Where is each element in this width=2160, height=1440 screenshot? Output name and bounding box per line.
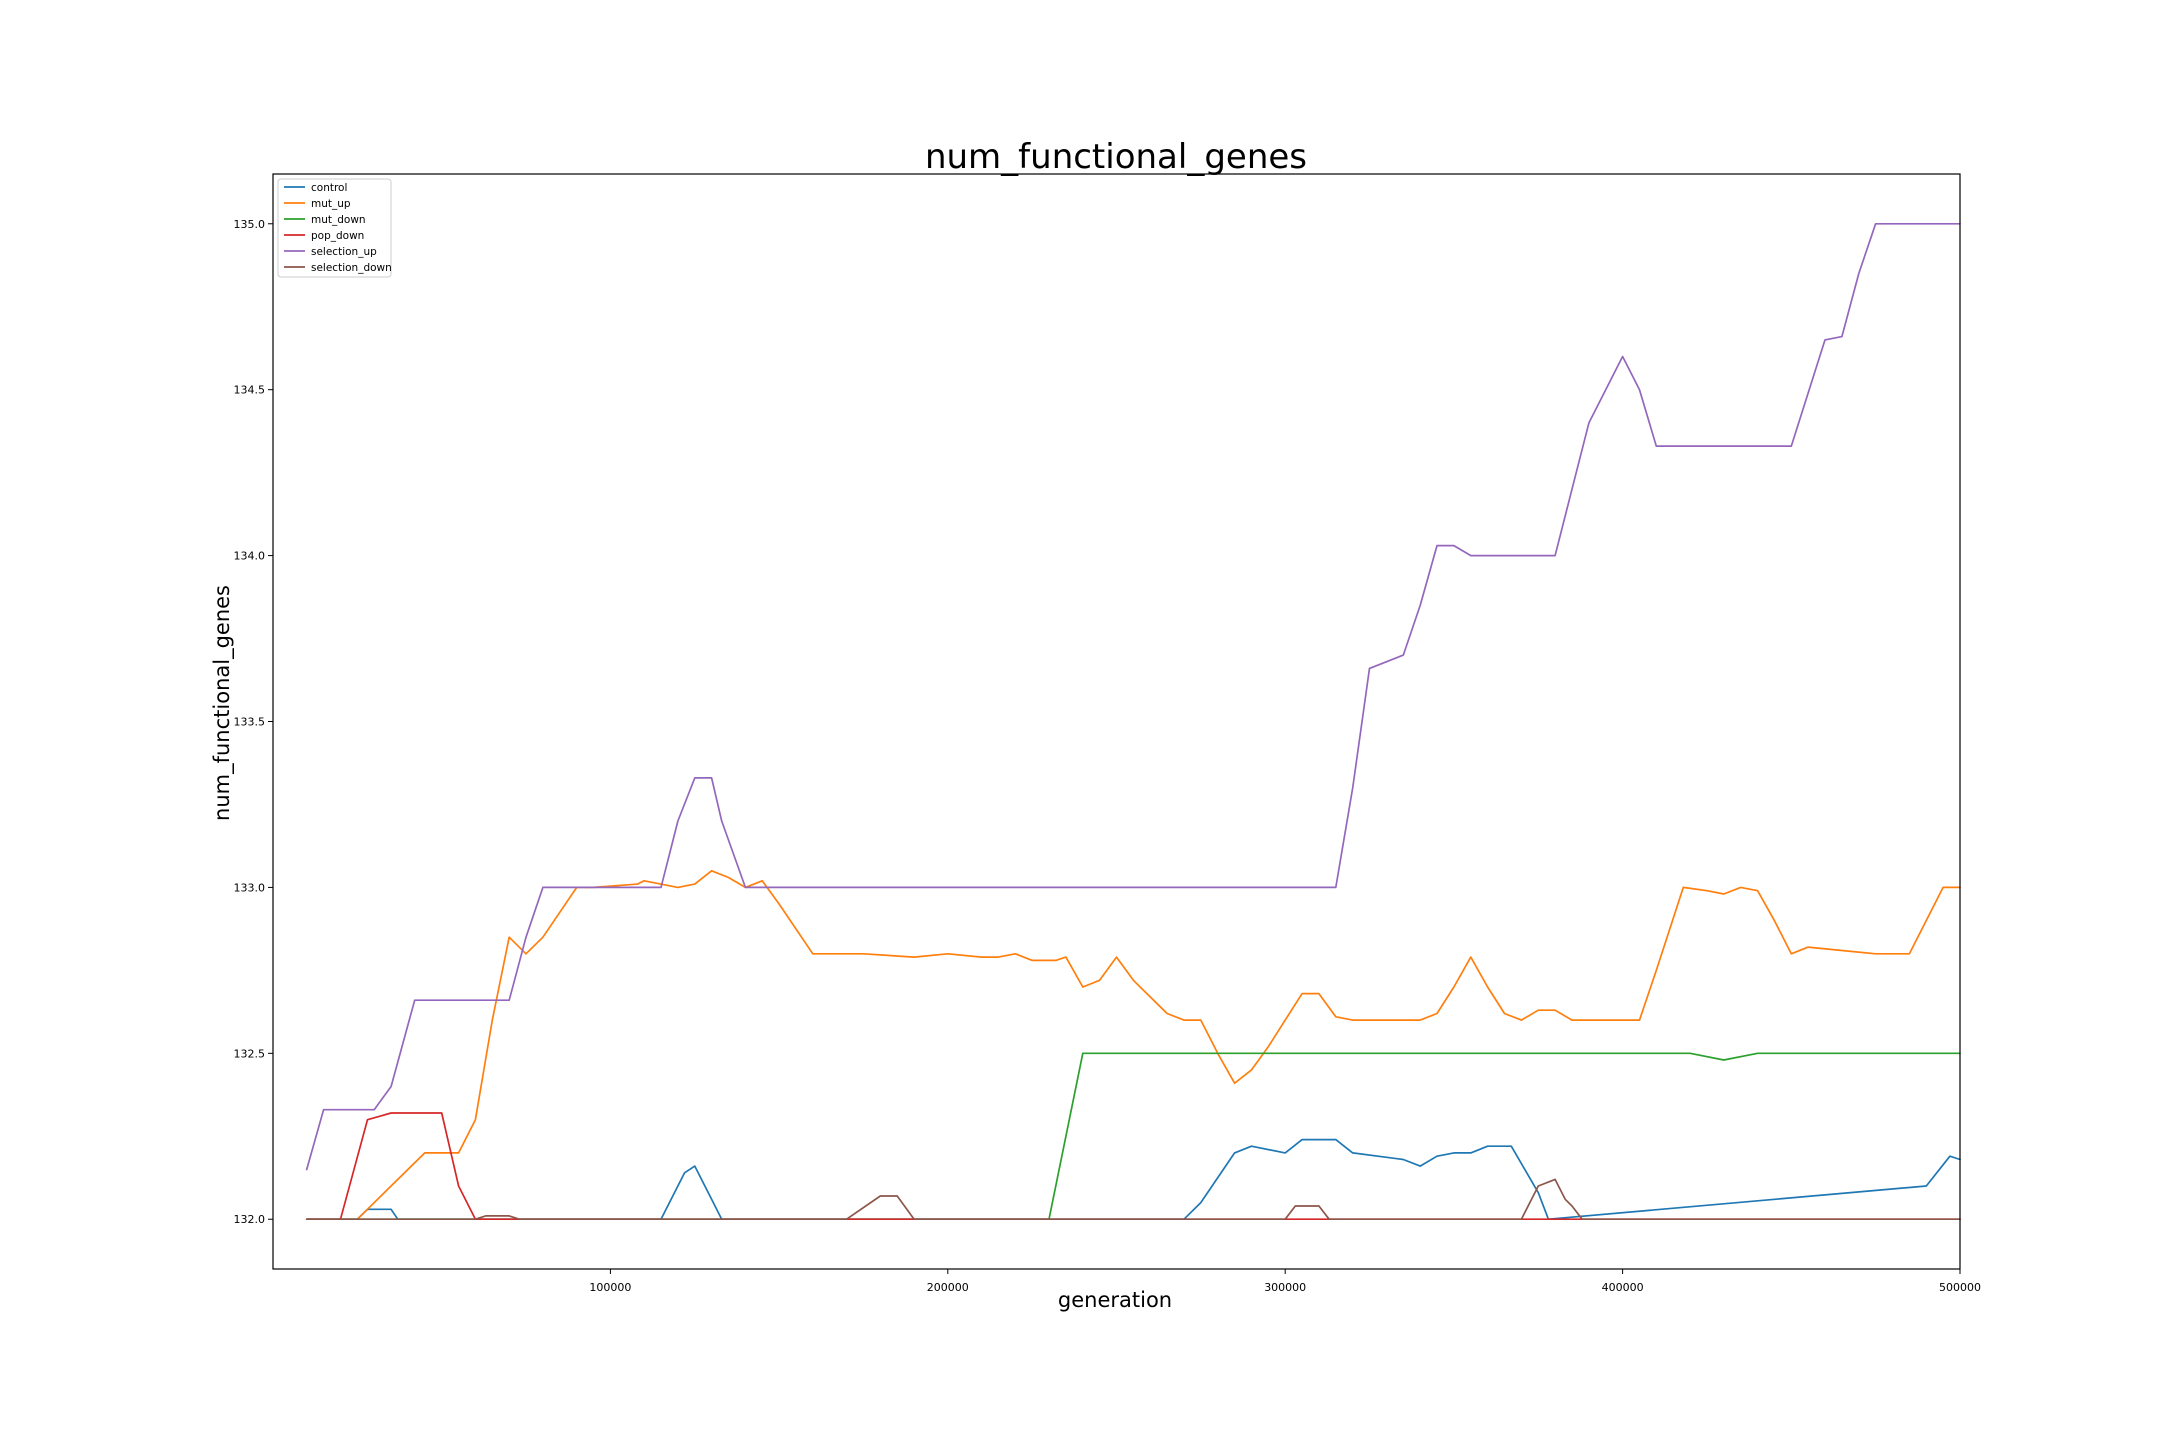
y-tick-label: 134.5 — [234, 384, 266, 397]
legend-box — [277, 178, 392, 278]
y-tick-label: 132.5 — [234, 1047, 266, 1060]
x-tick-label: 500000 — [1939, 1281, 1981, 1294]
legend-label: control — [311, 182, 347, 194]
legend-label: pop_down — [311, 230, 364, 242]
series-line-pop-down — [305, 1112, 1961, 1221]
series-line-mut-up — [305, 869, 1961, 1221]
legend-label: mut_down — [311, 214, 366, 226]
x-axis-label: generation — [1058, 1288, 1172, 1312]
series-layer — [305, 222, 1961, 1221]
series-line-mut-down — [305, 1052, 1961, 1221]
y-axis-label: num_functional_genes — [210, 585, 235, 821]
x-tick-label: 200000 — [927, 1281, 969, 1294]
y-tick-label: 135.0 — [234, 218, 266, 231]
x-tick-label: 100000 — [589, 1281, 631, 1294]
series-line-selection-up — [305, 222, 1961, 1171]
plot-area-frame — [272, 173, 1961, 1270]
legend: control mut_up mut_down pop_down selection_u… — [277, 178, 392, 278]
legend-label: selection_up — [311, 246, 377, 258]
x-tick-label: 300000 — [1264, 1281, 1306, 1294]
legend-label: mut_up — [311, 198, 351, 210]
y-tick-label: 134.0 — [234, 550, 266, 563]
ticks-layer: 100000 200000 300000 400000 500000 132.0 132.5… — [234, 218, 1982, 1294]
x-tick-label: 400000 — [1602, 1281, 1644, 1294]
series-line-selection-down — [305, 1178, 1961, 1221]
legend-label: selection_down — [311, 262, 392, 274]
y-tick-label: 133.5 — [234, 716, 266, 729]
y-tick-label: 132.0 — [234, 1213, 266, 1226]
y-tick-label: 133.0 — [234, 881, 266, 894]
chart-title: num_functional_genes — [925, 137, 1307, 177]
